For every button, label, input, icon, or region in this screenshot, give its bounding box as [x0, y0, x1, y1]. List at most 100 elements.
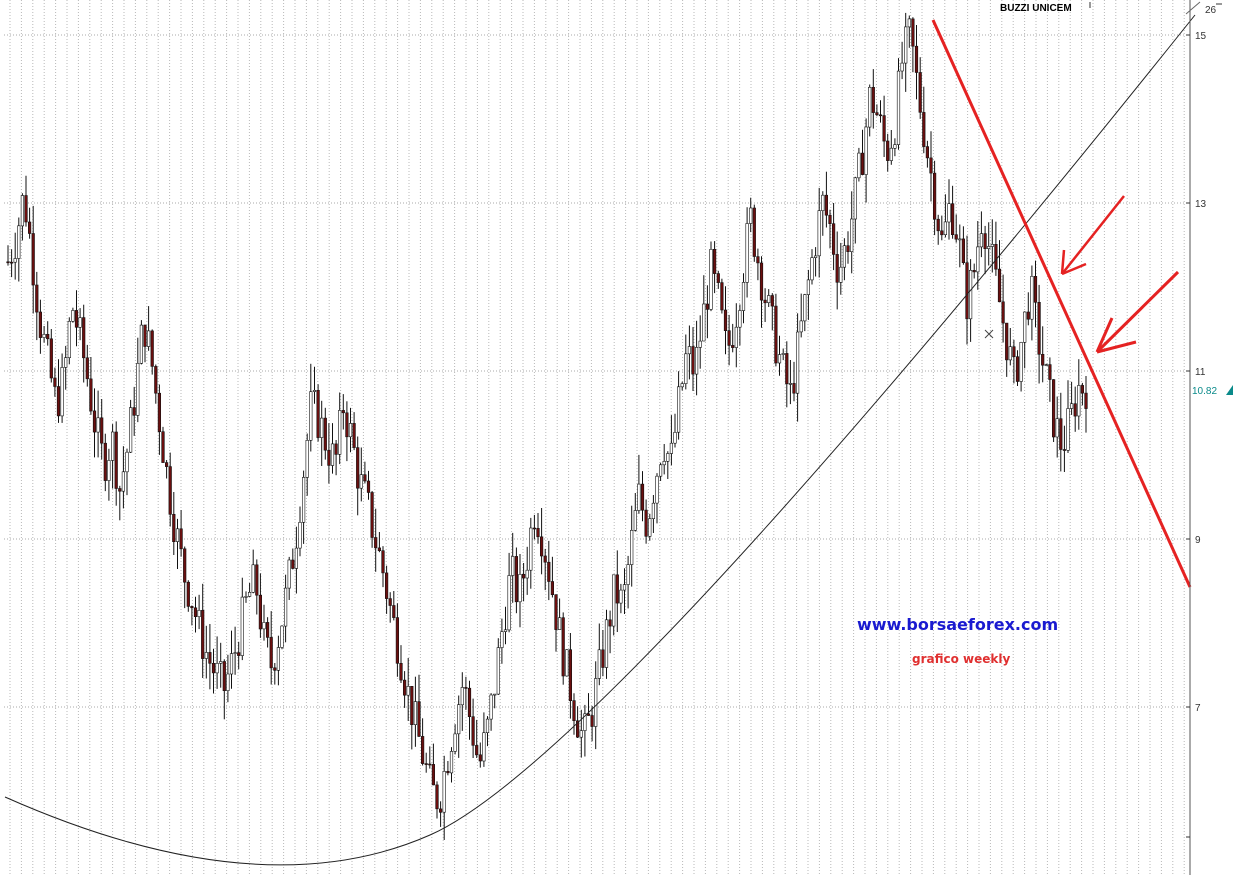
- candle-body: [1041, 353, 1045, 366]
- candle-body: [1005, 322, 1009, 361]
- candle-body: [27, 221, 32, 234]
- parabolic-support-curve: [4, 14, 1196, 866]
- candle-body: [1008, 346, 1012, 361]
- candle-body: [806, 279, 810, 295]
- candle-body: [712, 249, 717, 274]
- candle-body: [255, 564, 259, 596]
- candle-body: [590, 715, 594, 727]
- cross-marker: [984, 329, 994, 339]
- candle-body: [954, 234, 958, 240]
- candle-body: [42, 333, 46, 338]
- candle-body: [10, 261, 14, 264]
- candle-body: [565, 649, 569, 677]
- candle-body: [882, 115, 886, 142]
- candle-body: [583, 713, 587, 731]
- candle-body: [269, 637, 273, 669]
- candle-body: [518, 573, 522, 603]
- candle-body: [327, 449, 331, 466]
- candle-body: [673, 431, 677, 444]
- candle-body: [871, 87, 875, 113]
- candle-body: [716, 273, 720, 283]
- candle-body: [92, 410, 97, 433]
- candle-body: [118, 488, 122, 492]
- candle-body: [637, 483, 641, 511]
- candle-body: [478, 754, 482, 762]
- candle-body: [767, 295, 771, 303]
- candle-body: [1052, 379, 1056, 438]
- candle-body: [438, 808, 443, 813]
- candle-body: [78, 317, 82, 328]
- candle-body: [731, 345, 735, 348]
- candle-body: [918, 72, 922, 113]
- red-arrow-lower: [1095, 270, 1180, 354]
- candle-body: [539, 536, 544, 557]
- candle-body: [100, 417, 104, 444]
- candle-body: [561, 617, 565, 677]
- candle-body: [457, 704, 461, 735]
- candle-body: [96, 417, 100, 433]
- period-annotation: grafico weekly: [912, 652, 1010, 666]
- candle-body: [532, 527, 536, 530]
- candle-body: [67, 320, 71, 358]
- candle-body: [568, 649, 572, 702]
- candle-body: [24, 195, 28, 223]
- candle-body: [543, 555, 547, 563]
- candle-body: [1030, 275, 1034, 320]
- candle-body: [136, 362, 140, 416]
- candle-body: [161, 431, 165, 463]
- candle-body: [183, 548, 187, 583]
- candle-body: [237, 652, 241, 656]
- candle-body: [265, 622, 270, 638]
- corner-value-label: 26: [1205, 5, 1217, 16]
- candle-body: [370, 492, 374, 538]
- candle-body: [399, 662, 403, 681]
- candle-body: [1019, 341, 1023, 382]
- candle-body: [749, 207, 753, 224]
- candle-body: [111, 431, 115, 461]
- candle-body: [201, 609, 205, 659]
- candle-body: [666, 453, 670, 462]
- candle-body: [940, 230, 944, 236]
- candle-body: [936, 218, 940, 232]
- candle-body: [6, 261, 10, 264]
- candle-body: [190, 606, 194, 609]
- candle-body: [348, 423, 353, 438]
- y-tick-label: 7: [1195, 703, 1201, 714]
- candle-body: [442, 770, 446, 813]
- candle-body: [46, 333, 50, 340]
- candle-body: [121, 471, 125, 492]
- candle-body: [35, 284, 39, 313]
- candle-body: [287, 559, 291, 589]
- candle-body: [669, 442, 673, 454]
- candle-body: [294, 547, 299, 569]
- candle-body: [435, 784, 439, 810]
- candle-body: [868, 87, 872, 128]
- candle-body: [759, 262, 764, 301]
- candle-body: [662, 460, 666, 466]
- candle-body: [20, 195, 25, 227]
- candle-body: [1048, 364, 1052, 380]
- candle-body: [983, 233, 987, 250]
- y-tick-label: 9: [1195, 535, 1201, 546]
- candle-body: [850, 218, 854, 253]
- candle-body: [792, 383, 796, 394]
- candle-body: [89, 378, 93, 412]
- candle-body: [932, 172, 937, 220]
- candle-body: [107, 460, 111, 481]
- candle-body: [723, 309, 728, 332]
- candle-body: [1026, 311, 1030, 320]
- candle-body: [64, 357, 68, 368]
- candle-body: [482, 732, 486, 762]
- candle-body: [49, 338, 53, 379]
- candle-body: [586, 713, 591, 716]
- candle-body: [197, 609, 201, 617]
- candle-body: [550, 581, 554, 595]
- candle-body: [125, 451, 129, 473]
- candle-body: [1012, 346, 1016, 358]
- candle-body: [785, 353, 789, 385]
- candle-body: [305, 439, 309, 478]
- candle-body: [320, 417, 324, 438]
- candle-body: [431, 764, 436, 786]
- candle-body: [388, 598, 392, 606]
